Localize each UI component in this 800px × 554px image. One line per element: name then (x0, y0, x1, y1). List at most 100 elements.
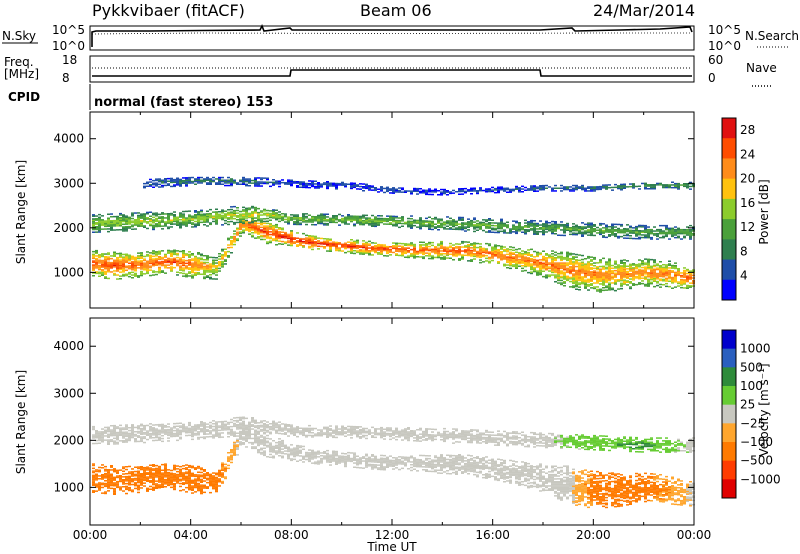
range-cell (230, 216, 233, 219)
range-cell (503, 224, 506, 226)
range-cell (689, 181, 692, 184)
range-cell (488, 222, 491, 224)
range-cell (377, 188, 380, 190)
range-cell (122, 259, 125, 261)
range-cell (95, 231, 98, 233)
range-cell (218, 176, 221, 179)
range-cell (506, 232, 509, 234)
range-cell (662, 270, 665, 273)
range-cell (329, 238, 332, 240)
range-cell (164, 466, 167, 468)
range-cell (419, 217, 422, 219)
range-cell (197, 264, 200, 266)
range-cell (254, 447, 257, 450)
range-cell (161, 180, 164, 183)
range-cell (674, 286, 677, 288)
range-cell (161, 270, 164, 272)
range-cell (590, 273, 593, 276)
range-cell (212, 483, 215, 486)
range-cell (599, 228, 602, 230)
range-cell (620, 231, 623, 234)
range-cell (146, 272, 149, 275)
range-cell (431, 241, 434, 244)
range-cell (380, 220, 383, 222)
range-cell (632, 229, 635, 232)
range-cell (275, 238, 278, 241)
range-cell (311, 238, 314, 240)
range-cell (95, 228, 98, 231)
range-cell (650, 228, 653, 231)
range-cell (605, 278, 608, 281)
range-cell (257, 440, 260, 442)
range-cell (557, 252, 560, 255)
range-cell (551, 190, 554, 192)
range-cell (146, 265, 149, 268)
range-cell (131, 267, 134, 270)
range-cell (473, 226, 476, 229)
range-cell (362, 186, 365, 188)
range-cell (113, 260, 116, 263)
range-cell (272, 213, 275, 215)
range-cell (218, 270, 221, 272)
range-cell (527, 265, 530, 267)
range-cell (503, 265, 506, 267)
range-cell (122, 219, 125, 221)
range-cell (194, 485, 197, 487)
range-cell (113, 259, 116, 261)
range-cell (599, 269, 602, 272)
range-cell (551, 223, 554, 225)
range-cell (287, 220, 290, 222)
range-cell (137, 473, 140, 475)
range-cell (185, 182, 188, 184)
range-cell (212, 180, 215, 183)
range-cell (527, 251, 530, 254)
range-cell (152, 476, 155, 479)
range-cell (530, 266, 533, 268)
range-cell (584, 271, 587, 273)
range-cell (188, 272, 191, 274)
range-cell (662, 276, 665, 278)
range-cell (332, 221, 335, 224)
range-cell (371, 242, 374, 244)
range-cell (497, 227, 500, 230)
range-cell (191, 475, 194, 477)
range-cell (137, 487, 140, 489)
range-cell (368, 243, 371, 245)
range-cell (512, 261, 515, 263)
range-cell (305, 241, 308, 243)
range-cell (611, 275, 614, 277)
range-cell (566, 269, 569, 271)
range-cell (116, 260, 119, 263)
range-cell (116, 475, 119, 477)
range-cell (638, 275, 641, 277)
range-cell (392, 189, 395, 192)
range-cell (383, 220, 386, 223)
range-cell (185, 181, 188, 183)
range-cell (185, 218, 188, 221)
range-cell (233, 235, 236, 238)
range-cell (677, 182, 680, 185)
range-cell (269, 233, 272, 236)
range-cell (101, 265, 104, 267)
range-cell (233, 237, 236, 239)
range-cell (260, 224, 263, 226)
range-cell (200, 484, 203, 486)
range-cell (194, 179, 197, 181)
range-cell (125, 485, 128, 488)
range-cell (236, 445, 239, 448)
range-cell (188, 255, 191, 257)
range-cell (104, 266, 107, 269)
range-cell (155, 225, 158, 228)
range-cell (266, 229, 269, 231)
range-cell (167, 259, 170, 261)
range-cell (629, 275, 632, 278)
range-cell (98, 262, 101, 264)
range-cell (95, 218, 98, 220)
range-cell (290, 183, 293, 185)
range-cell (323, 183, 326, 186)
range-cell (422, 253, 425, 256)
range-cell (161, 482, 164, 484)
range-cell (104, 253, 107, 255)
range-cell (236, 234, 239, 236)
range-cell (107, 474, 110, 477)
